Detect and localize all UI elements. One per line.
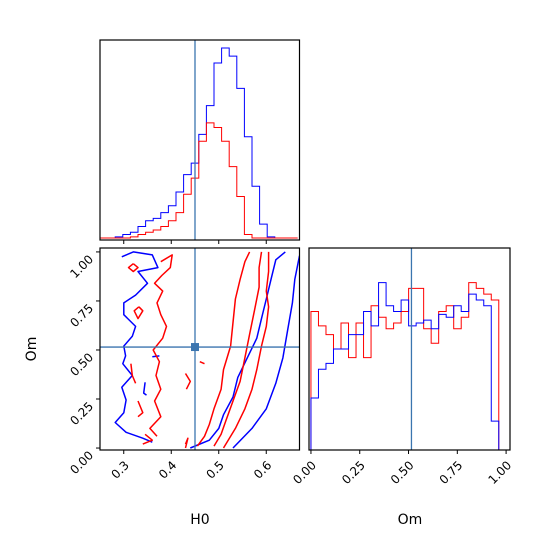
om-tick-label: 1.00: [67, 252, 96, 281]
contour-blue: [232, 255, 300, 449]
h0-om-contour-frame: [99, 247, 301, 451]
h0-axis-ticks: 0.3 0.4 0.5 0.6: [108, 450, 274, 482]
om-histogram-steps: [310, 282, 507, 451]
contour-red: [127, 263, 139, 273]
h0-histogram-steps: [100, 47, 298, 239]
om-tick-label: 0.75: [67, 301, 96, 330]
contour-red: [142, 433, 154, 445]
om-hist-tick-label: 0.25: [339, 458, 368, 487]
h0-tick-label: 0.4: [156, 458, 179, 481]
om-histogram-red: [310, 282, 507, 451]
contour-lines: [114, 251, 300, 449]
om-tick-label: 0.25: [67, 399, 96, 428]
contour-blue: [142, 382, 147, 396]
contour-red: [184, 437, 189, 449]
contour-red: [184, 373, 192, 390]
h0-histogram-ticks: [123, 240, 267, 244]
contour-red: [133, 306, 144, 320]
contour-red: [196, 251, 251, 447]
contour-blue: [114, 251, 159, 443]
om-hist-tick-label: 0.75: [437, 458, 466, 487]
contour-red: [199, 361, 205, 365]
h0-tick-label: 0.3: [108, 458, 131, 481]
contour-red: [130, 363, 137, 384]
h0-axis-label: H0: [190, 512, 209, 528]
om-tick-label: 0.50: [67, 350, 96, 379]
om-hist-tick-label: 0.00: [290, 458, 319, 487]
contour-blue: [190, 251, 286, 449]
h0-tick-label: 0.6: [251, 458, 274, 481]
om-histogram-frame: [308, 247, 511, 451]
om-hist-tick-label: 0.50: [388, 458, 417, 487]
truth-marker: [191, 343, 199, 352]
contour-red: [149, 254, 173, 437]
contour-red: [222, 251, 270, 449]
om-tick-label: 0.00: [67, 448, 96, 477]
om-histogram-panel: 0.00 0.25 0.50 0.75 1.00 Om: [290, 247, 514, 528]
om-hist-tick-label: 1.00: [485, 458, 514, 487]
om-axis-label: Om: [24, 337, 40, 362]
om-histogram-axis-label: Om: [398, 512, 423, 528]
contour-red: [137, 400, 144, 418]
h0-om-contour-panel: 0.3 0.4 0.5 0.6 0.00 0.25 0.50 0.75 1.00 H0 Om: [24, 247, 301, 528]
om-axis-ticks: 0.00 0.25 0.50 0.75 1.00: [67, 251, 100, 477]
om-histogram-blue: [310, 282, 507, 451]
contour-red: [213, 251, 263, 447]
h0-tick-label: 0.5: [203, 458, 226, 481]
om-histogram-axis-ticks: 0.00 0.25 0.50 0.75 1.00: [290, 450, 514, 487]
h0-histogram-frame: [99, 39, 301, 241]
h0-histogram-panel: [99, 39, 301, 244]
